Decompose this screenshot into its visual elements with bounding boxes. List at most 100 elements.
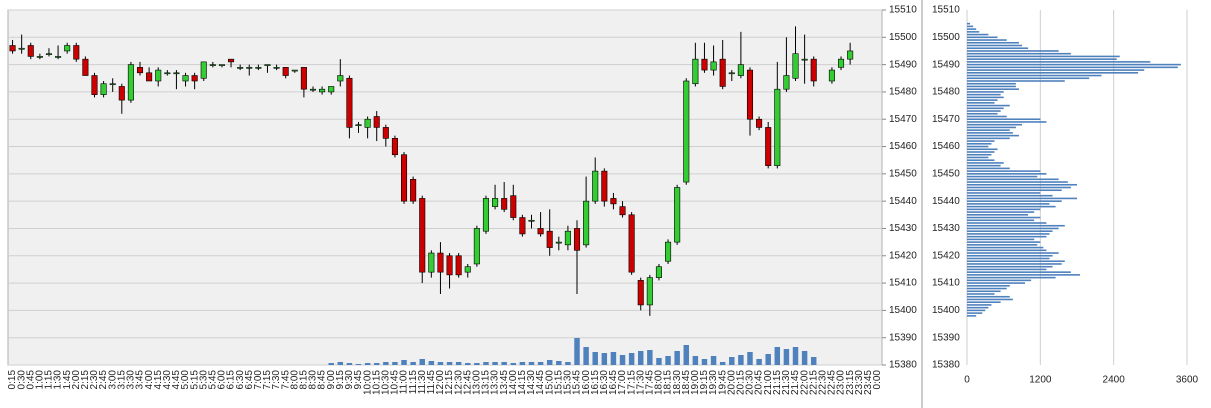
volume-bar: [701, 359, 708, 365]
volume-bar: [428, 361, 435, 365]
profile-bar: [967, 28, 977, 30]
candle-body: [519, 217, 526, 235]
profile-bar: [967, 295, 1010, 298]
profile-bar: [967, 200, 1062, 202]
candle-body: [346, 77, 353, 128]
y-tick-label: 15400: [932, 305, 960, 316]
candle-body: [573, 228, 581, 251]
profile-bar: [967, 257, 1050, 260]
y-tick-label: 15480: [889, 87, 917, 98]
candle-body: [82, 58, 89, 76]
candle-body: [200, 61, 207, 79]
profile-bar: [967, 312, 983, 314]
x-tick-label: 16:45: [608, 370, 619, 395]
profile-bar: [967, 186, 1071, 189]
candle-body: [118, 86, 125, 101]
y-tick-label: 15510: [932, 5, 960, 16]
x-tick-label: 5:00: [180, 370, 191, 390]
candle-body: [837, 58, 845, 68]
candle-body: [646, 277, 653, 306]
candle-body: [127, 64, 134, 101]
candle-body: [655, 266, 662, 278]
candle-body: [173, 72, 180, 75]
x-tick-label: 2:45: [98, 370, 109, 390]
y-tick-label: 15460: [889, 141, 917, 152]
x-tick-label: 23:15: [845, 370, 856, 395]
x-tick-label: 15:45: [572, 370, 583, 395]
candle-body: [400, 154, 408, 202]
x-tick-label: 1:45: [62, 370, 73, 390]
profile-bar: [967, 268, 1047, 271]
candle-body: [792, 53, 799, 79]
x-tick-label: 4:15: [153, 370, 164, 390]
x-tick-label: 7:30: [271, 370, 282, 390]
y-tick-label: 15420: [889, 250, 917, 261]
candle-body: [810, 58, 817, 82]
volume-bar: [474, 363, 480, 365]
x-tick-label: 8:30: [308, 370, 319, 390]
candle-body: [246, 67, 253, 69]
volume-bar: [801, 351, 808, 365]
profile-bar: [967, 104, 1010, 107]
profile-bar: [967, 222, 1047, 224]
profile-bar: [967, 93, 1001, 96]
candle-body: [182, 75, 189, 82]
candle-body: [719, 58, 726, 87]
x-tick-label: 16:30: [599, 370, 610, 395]
candle-body: [364, 118, 371, 128]
candle-body: [164, 72, 171, 75]
x-tick-label: 15:00: [544, 370, 555, 395]
volume-bar: [419, 359, 425, 365]
candle-body: [237, 67, 244, 69]
x-tick-label: 13:15: [481, 370, 492, 395]
x-tick-label: 21:15: [772, 370, 783, 395]
x-tick-label: 17:15: [626, 370, 637, 395]
volume-bar: [792, 347, 799, 365]
volume-bar: [392, 362, 398, 365]
x-tick-label: 16:00: [581, 370, 592, 395]
x-tick-label: 12:15: [444, 370, 455, 395]
candle-body: [428, 252, 435, 273]
x-tick-label: 18:00: [654, 370, 665, 395]
candle-body: [546, 230, 553, 248]
candle-body: [537, 228, 544, 235]
x-tick-label: 19:15: [699, 370, 710, 395]
x-tick-label: 11:30: [417, 370, 428, 395]
x-tick-label: 9:00: [326, 370, 337, 390]
profile-bar: [967, 197, 1077, 200]
candle-body: [100, 83, 107, 95]
profile-bar: [967, 47, 1029, 50]
volume-bar: [383, 362, 389, 365]
candle-body: [155, 69, 162, 82]
candle-body: [337, 75, 344, 82]
x-tick-label: 13:30: [490, 370, 501, 395]
x-tick-label: 17:30: [635, 370, 646, 395]
candle-body: [528, 219, 535, 222]
candle-body: [492, 198, 499, 207]
x-tick-label: 11:00: [399, 370, 410, 395]
volume-bar: [810, 357, 817, 365]
profile-bar: [967, 189, 1062, 192]
candle-body: [783, 75, 790, 90]
x-tick-label: 12:30: [453, 370, 464, 395]
x-tick-label: 6:00: [217, 370, 228, 390]
x-tick-label: 2:15: [80, 370, 91, 390]
candle-body: [64, 45, 71, 52]
y-tick-label: 15390: [889, 332, 917, 343]
profile-bar: [967, 249, 1047, 252]
y-tick-label: 15460: [932, 141, 960, 152]
volume-bar: [692, 356, 699, 365]
profile-bar: [967, 265, 1053, 268]
x-tick-label: 23:00: [836, 370, 847, 395]
profile-bar: [967, 88, 1019, 90]
profile-bar: [967, 227, 1059, 230]
x-tick-label: 19:00: [690, 370, 701, 395]
volume-bar: [328, 363, 334, 365]
candle-body: [592, 170, 599, 202]
volume-bar: [665, 356, 671, 365]
profile-bar: [967, 25, 974, 28]
volume-bar: [674, 351, 680, 365]
profile-bar: [967, 170, 1041, 172]
x-tick-label: 6:30: [235, 370, 246, 390]
